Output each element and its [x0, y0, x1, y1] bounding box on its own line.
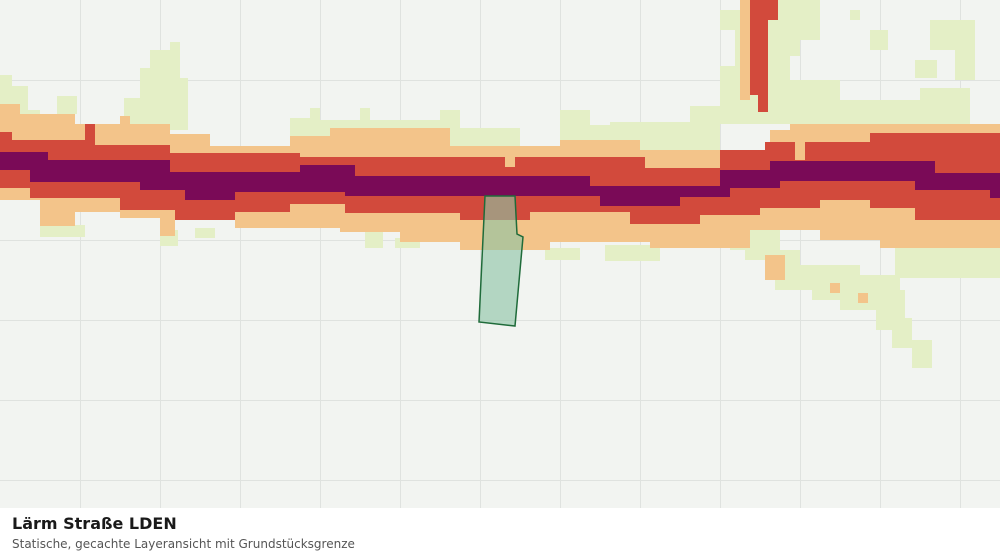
map-subtitle: Statische, gecachte Layeransicht mit Gru… — [12, 537, 355, 551]
map-view — [0, 0, 1000, 508]
noise-zone-very-high — [0, 152, 1000, 206]
noise-zone-high — [0, 0, 1000, 224]
map-title: Lärm Straße LDEN — [12, 514, 177, 533]
parcel-boundary — [478, 195, 524, 327]
caption: Lärm Straße LDEN Statische, gecachte Lay… — [0, 508, 1000, 560]
